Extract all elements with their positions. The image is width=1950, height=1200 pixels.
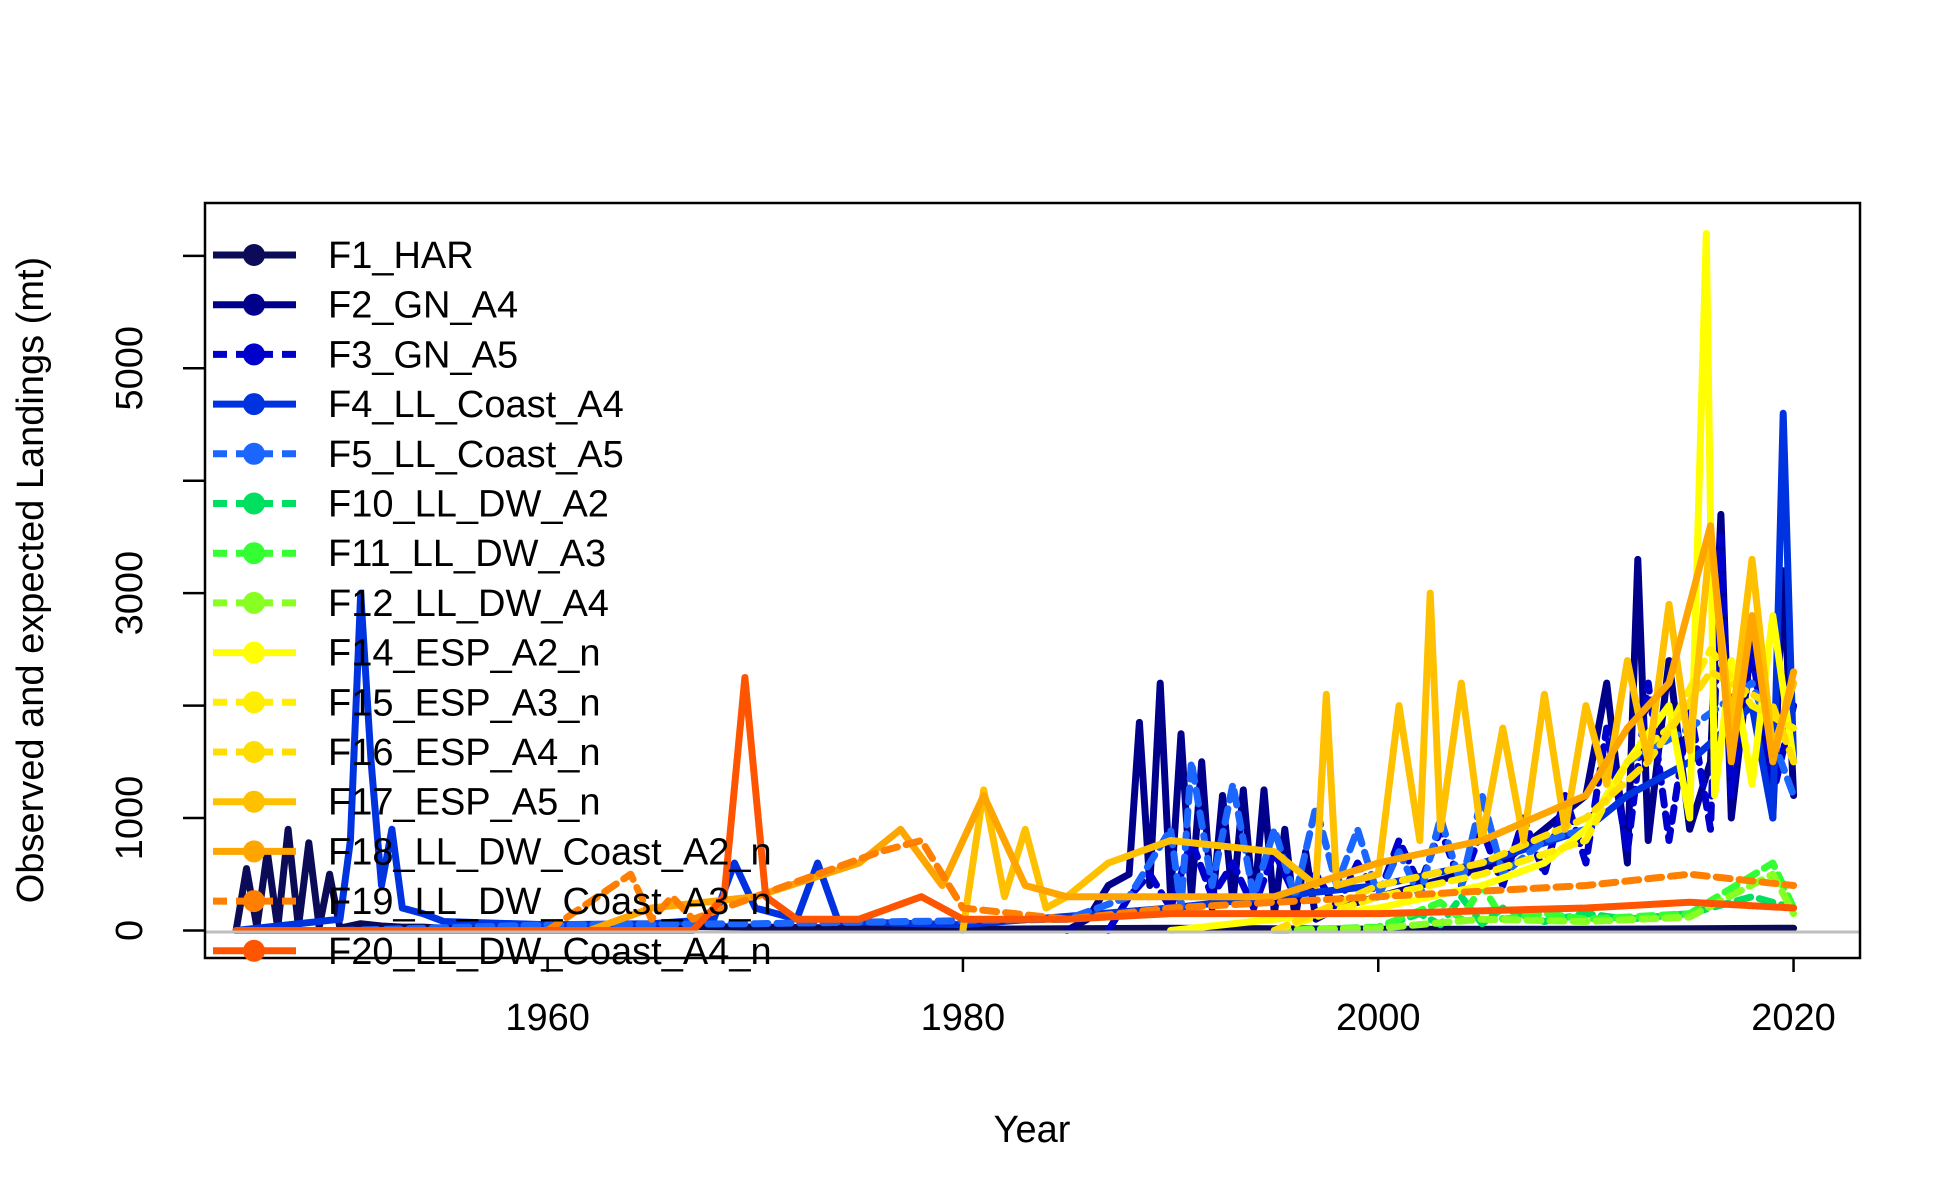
legend-item: F16_ESP_A4_n [213,732,601,774]
legend-marker [243,691,265,714]
series-line-15 [232,674,1798,934]
series-line-12 [959,533,1798,934]
legend-item: F5_LL_Coast_A5 [213,434,624,476]
legend-item: F12_LL_DW_A4 [213,583,609,625]
x-axis-label: Year [994,1109,1071,1151]
x-tick-label: 1960 [505,997,590,1039]
legend-item: F18_LL_DW_Coast_A2_n [213,831,772,873]
legend-label: F12_LL_DW_A4 [328,583,609,625]
legend-item: F11_LL_DW_A3 [213,533,606,575]
plot-area [232,229,1798,934]
legend-marker [243,293,265,316]
legend-label: F16_ESP_A4_n [328,732,601,774]
legend-marker [243,393,265,416]
series-line-4 [232,409,1798,934]
legend-item: F2_GN_A4 [213,285,518,327]
legend-label: F1_HAR [328,235,474,277]
legend-marker [243,939,265,962]
y-axis: 0 1000 3000 5000 [109,254,205,941]
legend-label: F20_LL_DW_Coast_A4_n [328,931,772,973]
legend-label: F14_ESP_A2_n [328,633,601,675]
legend-marker [243,542,265,565]
y-tick-label: 5000 [109,326,151,411]
legend-label: F10_LL_DW_A2 [328,484,609,526]
x-tick-label: 2000 [1336,997,1421,1039]
series-line-1 [232,825,1798,934]
x-tick-label: 2020 [1751,997,1836,1039]
legend-marker [243,741,265,763]
series-line-14 [544,837,1798,934]
legend-label: F17_ESP_A5_n [328,782,601,824]
legend-item: F4_LL_Coast_A4 [213,384,624,426]
x-axis: 1960 1980 2000 2020 [505,958,1836,1039]
legend-marker [243,492,265,515]
legend-item: F19_LL_DW_Coast_A3_n [213,881,772,923]
legend-marker [243,641,265,664]
legend-item: F10_LL_DW_A2 [213,484,609,526]
legend-item: F20_LL_DW_Coast_A4_n [213,931,772,973]
series-line-9 [1167,229,1798,934]
legend-marker [243,890,265,913]
legend-label: F2_GN_A4 [328,285,518,327]
y-tick-label: 1000 [109,776,151,861]
y-tick-label: 3000 [109,551,151,636]
legend-marker [243,591,265,614]
legend-item: F17_ESP_A5_n [213,782,601,824]
legend-item: F1_HAR [213,235,474,277]
legend-label: F11_LL_DW_A3 [328,533,606,575]
legend-item: F3_GN_A5 [213,334,518,376]
legend-label: F15_ESP_A3_n [328,682,601,724]
legend-marker [243,343,265,366]
plot-frame [203,201,1862,960]
legend-marker [243,790,265,813]
legend-marker [243,244,265,266]
legend-label: F5_LL_Coast_A5 [328,434,624,476]
legend-label: F19_LL_DW_Coast_A3_n [328,881,772,923]
y-axis-label: Observed and expected Landings (mt) [10,257,52,903]
legend-marker [243,840,265,863]
legend-label: F3_GN_A5 [328,334,518,376]
legend-label: F4_LL_Coast_A4 [328,384,624,426]
x-tick-label: 1980 [921,997,1006,1039]
legend-marker [243,442,265,465]
legend-item: F14_ESP_A2_n [213,633,601,675]
legend-item: F15_ESP_A3_n [213,682,601,724]
y-tick-label: 0 [109,920,151,941]
legend: F1_HAR F2_GN_A4 F3_GN_A5 F4_LL_Coast_A4 F5_L… [213,235,772,973]
legend-label: F18_LL_DW_Coast_A2_n [328,831,772,873]
series-line-8 [1270,870,1798,934]
